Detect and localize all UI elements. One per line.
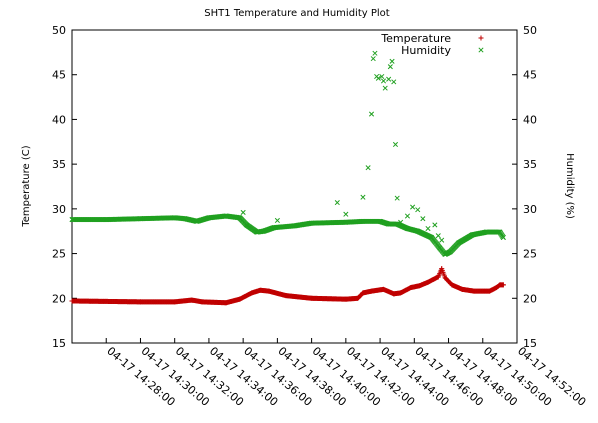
legend-label-humidity: Humidity [401, 44, 451, 57]
left-y-tick-label: 15 [52, 337, 66, 350]
left-y-tick-label: 25 [52, 248, 66, 261]
humidity-point [410, 204, 416, 210]
humidity-point [375, 75, 381, 81]
left-y-tick-label: 45 [52, 69, 66, 82]
legend-marker-humidity [478, 47, 484, 53]
legend-marker-temperature [478, 35, 484, 41]
left-y-tick-label: 35 [52, 158, 66, 171]
left-y-tick-label: 30 [52, 203, 66, 216]
right-y-tick-label: 45 [523, 69, 537, 82]
left-y-tick-label: 20 [52, 292, 66, 305]
humidity-point [368, 111, 375, 117]
humidity-series [69, 50, 506, 258]
humidity-point [372, 50, 378, 56]
humidity-point [439, 237, 445, 243]
right-y-axis: 15 20 25 30 35 40 45 50 [512, 24, 537, 350]
temperature-series [69, 266, 506, 306]
right-axis-title: Humidity (%) [564, 153, 575, 219]
left-y-tick-label: 40 [52, 113, 66, 126]
chart-title: SHT1 Temperature and Humidity Plot [204, 8, 389, 19]
left-axis-title: Temperature (C) [21, 145, 32, 227]
legend: Temperature Humidity [380, 32, 484, 57]
right-y-tick-label: 20 [523, 292, 537, 305]
humidity-point [274, 217, 280, 224]
humidity-point [432, 222, 438, 228]
humidity-point [435, 233, 441, 239]
right-y-tick-label: 35 [523, 158, 537, 171]
humidity-point [387, 64, 393, 70]
humidity-point [240, 209, 246, 215]
right-y-tick-label: 50 [523, 24, 537, 37]
humidity-point [382, 85, 388, 91]
humidity-point [343, 211, 349, 217]
right-y-tick-label: 25 [523, 248, 537, 261]
humidity-point [334, 200, 340, 206]
humidity-point [360, 194, 366, 200]
humidity-point [391, 79, 397, 85]
right-y-tick-label: 30 [523, 203, 537, 216]
humidity-point [500, 234, 506, 241]
humidity-point [380, 78, 387, 84]
legend-label-temperature: Temperature [380, 32, 451, 45]
left-y-axis: 15 20 25 30 35 40 45 50 [52, 24, 77, 350]
humidity-point [425, 225, 431, 232]
humidity-point [415, 207, 421, 213]
humidity-point [392, 141, 399, 148]
humidity-point [386, 76, 392, 82]
humidity-point [404, 213, 411, 219]
temperature-point [500, 282, 506, 288]
humidity-point [389, 58, 395, 64]
temperature-legend-glyph [478, 35, 484, 41]
humidity-point [398, 219, 404, 225]
humidity-point [379, 73, 385, 80]
humidity-legend-glyph [478, 47, 484, 53]
left-y-tick-label: 50 [52, 24, 66, 37]
humidity-point [365, 165, 371, 171]
humidity-point [370, 56, 376, 62]
plot-frame [71, 29, 518, 344]
humidity-point [394, 195, 400, 201]
humidity-point [420, 216, 426, 222]
right-y-tick-label: 15 [523, 337, 537, 350]
right-y-tick-label: 40 [523, 113, 537, 126]
